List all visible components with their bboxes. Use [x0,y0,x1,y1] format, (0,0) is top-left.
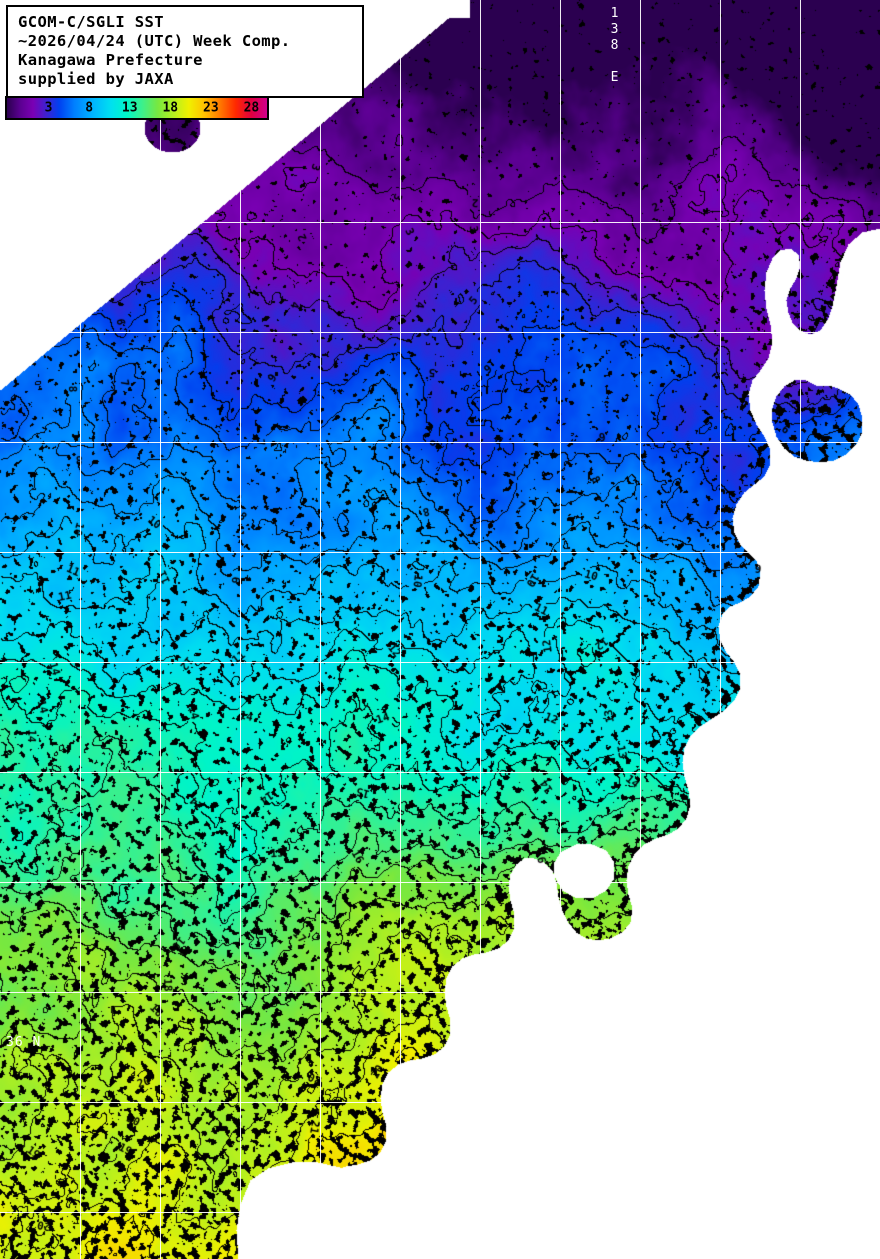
colorbar-tick-3: 3 [44,100,53,116]
colorbar-tick-23: 23 [203,100,219,116]
colorbar-tick-labels: 3 8 13 18 23 28 [7,98,267,118]
colorbar-tick-18: 18 [162,100,179,116]
title-box: GCOM-C/SGLI SST ~2026/04/24 (UTC) Week C… [6,5,364,98]
title-line-product: GCOM-C/SGLI SST [18,13,164,31]
colorbar-tick-8: 8 [85,100,94,116]
title-line-region: Kanagawa Prefecture [18,51,203,69]
title-line-credit: supplied by JAXA [18,70,174,88]
colorbar-tick-13: 13 [121,100,138,116]
colorbar-tick-28: 28 [243,100,260,116]
sst-colorbar: 3 8 13 18 23 28 [5,96,269,120]
title-line-date: ~2026/04/24 (UTC) Week Comp. [18,32,291,50]
